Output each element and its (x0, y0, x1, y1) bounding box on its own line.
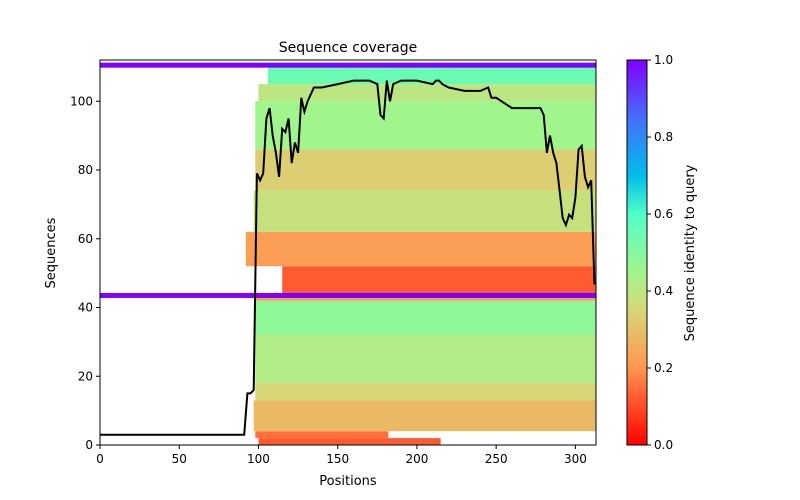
coverage-line (100, 79, 596, 436)
coverage-row-band (255, 335, 596, 384)
y-tick-label: 40 (78, 301, 93, 315)
coverage-rows (245, 66, 596, 445)
x-tick-label: 250 (485, 452, 508, 466)
y-axis: 0 20 40 60 80 100 (70, 94, 100, 452)
coverage-row-band (255, 149, 596, 191)
coverage-row-band (255, 101, 596, 150)
coverage-row-band (267, 66, 596, 85)
colorbar-tick-label: 0.6 (654, 207, 673, 221)
plot-frame (99, 59, 597, 446)
colorbar-tick-label: 0.0 (654, 438, 673, 452)
coverage-row-band (255, 297, 596, 301)
coverage-row-band (245, 231, 596, 267)
query-identity-row (100, 292, 596, 298)
y-tick-label: 0 (85, 438, 93, 452)
chart-title: Sequence coverage (279, 40, 418, 56)
coverage-row-band (258, 84, 596, 102)
plot-area (100, 62, 596, 445)
query-identity-row (100, 62, 596, 68)
colorbar-gradient (626, 59, 648, 446)
x-tick-label: 50 (172, 452, 187, 466)
y-axis-label: Sequences (44, 217, 59, 288)
coverage-row-band (258, 438, 441, 445)
y-tick-label: 80 (78, 163, 93, 177)
colorbar-tick-label: 0.2 (654, 361, 673, 375)
x-tick-label: 0 (96, 452, 104, 466)
colorbar: 0.0 0.2 0.4 0.6 0.8 1.0 (626, 53, 673, 452)
coverage-row-band (255, 300, 596, 335)
x-tick-label: 300 (564, 452, 587, 466)
coverage-row-band (282, 266, 596, 294)
x-tick-label: 150 (326, 452, 349, 466)
colorbar-tick-label: 0.8 (654, 130, 673, 144)
x-axis-label: Positions (319, 474, 377, 489)
y-tick-label: 60 (78, 232, 93, 246)
colorbar-tick-label: 0.4 (654, 284, 673, 298)
y-tick-label: 20 (78, 369, 93, 383)
coverage-row-band (255, 431, 389, 439)
coverage-row-band (253, 190, 596, 232)
coverage-row-band (255, 383, 596, 401)
x-axis: 0 50 100 150 200 250 300 (96, 445, 587, 466)
coverage-row-band (253, 400, 596, 432)
x-tick-label: 100 (247, 452, 270, 466)
y-tick-label: 100 (70, 94, 93, 108)
query-rows (100, 62, 596, 298)
colorbar-tick-label: 1.0 (654, 53, 673, 67)
colorbar-label: Sequence identity to query (683, 164, 698, 341)
x-tick-label: 200 (405, 452, 428, 466)
